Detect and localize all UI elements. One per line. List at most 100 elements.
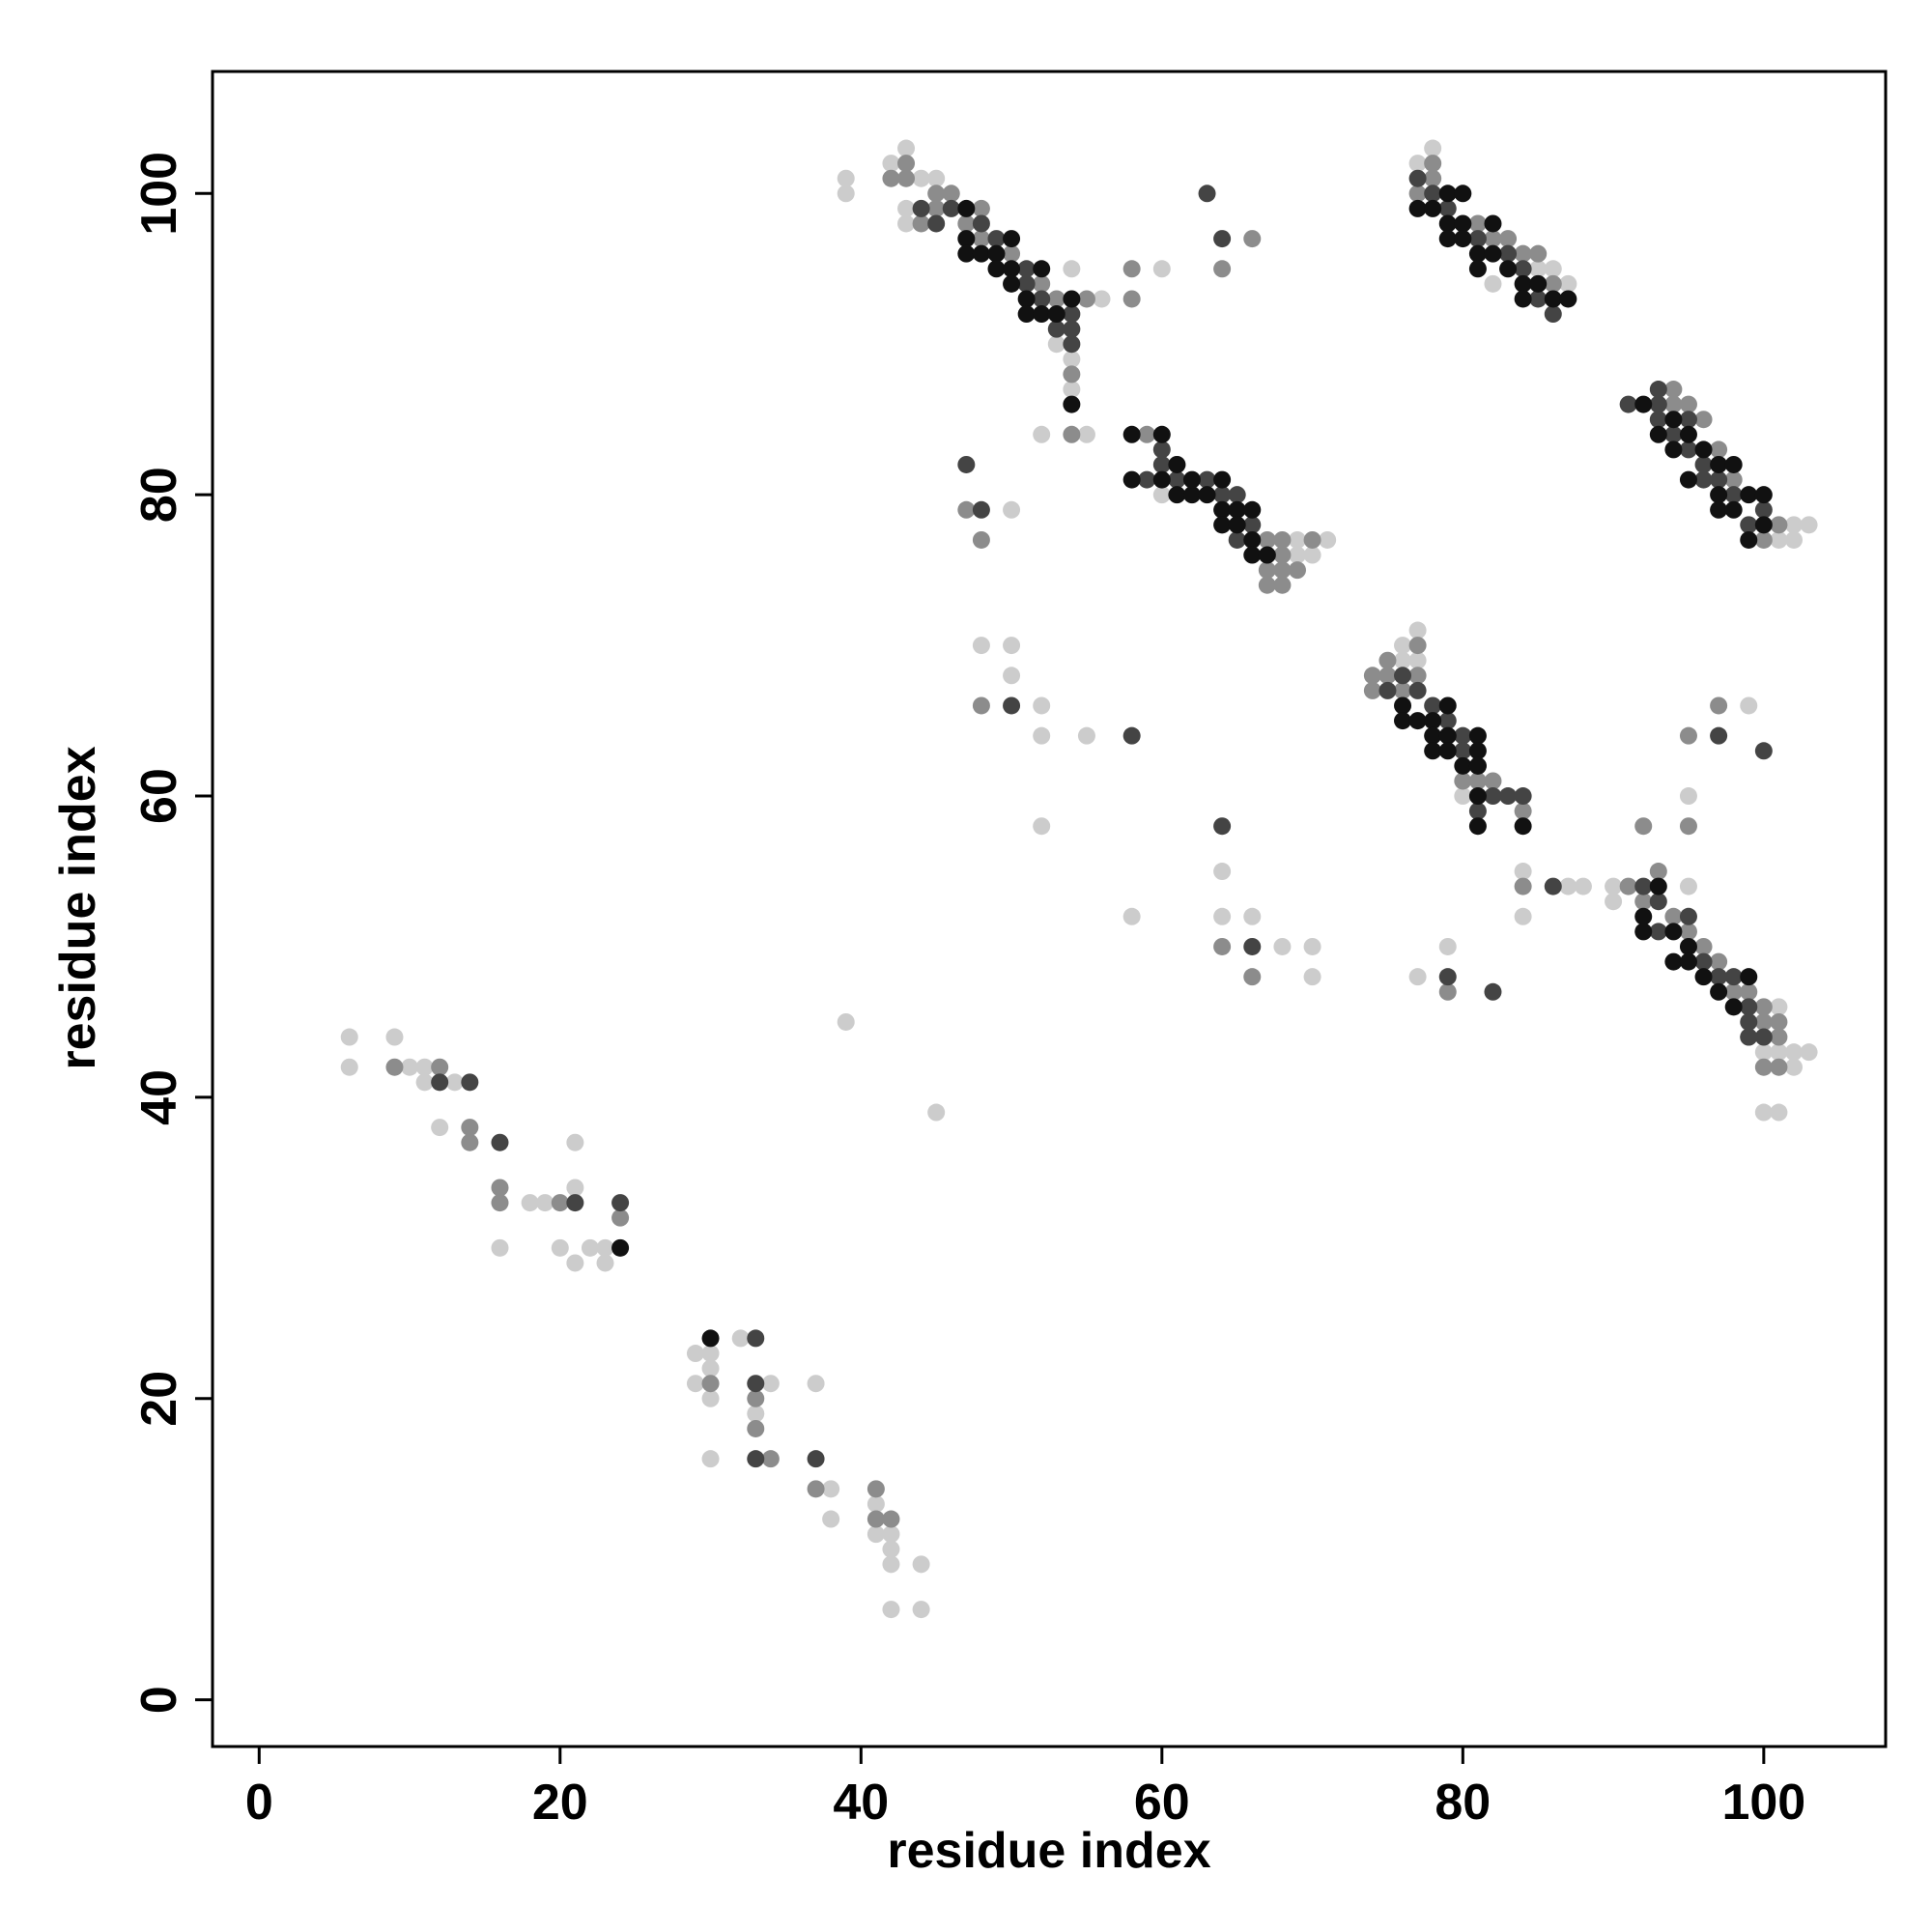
point xyxy=(1213,817,1232,836)
point xyxy=(1679,425,1697,443)
point xyxy=(1454,756,1472,775)
point xyxy=(1740,998,1758,1016)
point xyxy=(867,1525,885,1544)
point xyxy=(1003,274,1021,293)
point xyxy=(1438,968,1457,986)
point xyxy=(1063,260,1081,278)
point xyxy=(1514,787,1532,806)
point xyxy=(972,696,990,715)
point xyxy=(972,637,990,655)
point xyxy=(1152,425,1171,443)
point xyxy=(701,1375,720,1393)
point xyxy=(1438,937,1457,955)
point xyxy=(1273,561,1292,580)
point xyxy=(1424,726,1442,745)
point xyxy=(1152,455,1171,473)
point xyxy=(1679,817,1697,836)
point xyxy=(1724,486,1743,504)
plot-frame xyxy=(211,70,1888,1748)
point xyxy=(1664,923,1683,941)
point xyxy=(1770,1028,1788,1046)
point xyxy=(1649,877,1667,895)
point xyxy=(611,1238,630,1257)
point xyxy=(1784,1058,1803,1076)
point xyxy=(1754,516,1773,534)
point xyxy=(1454,772,1472,790)
point xyxy=(837,169,855,187)
point xyxy=(1258,530,1276,549)
point xyxy=(1454,230,1472,248)
point xyxy=(987,244,1006,263)
point xyxy=(1047,320,1065,338)
point xyxy=(1033,305,1051,324)
point xyxy=(1499,244,1518,263)
point xyxy=(912,1555,930,1574)
point xyxy=(1694,455,1713,473)
point xyxy=(1152,470,1171,489)
x-axis-label: residue index xyxy=(887,1823,1210,1879)
point xyxy=(1710,500,1728,519)
point xyxy=(1754,500,1773,519)
point xyxy=(1484,274,1502,293)
point xyxy=(927,199,946,217)
point xyxy=(1544,305,1562,324)
point xyxy=(1694,952,1713,971)
point xyxy=(1740,1012,1758,1031)
x-tick-label: 0 xyxy=(245,1775,273,1831)
point xyxy=(1634,817,1653,836)
point xyxy=(1468,742,1487,760)
point xyxy=(1544,877,1562,895)
point xyxy=(882,1525,900,1544)
point xyxy=(1634,877,1653,895)
point xyxy=(611,1194,630,1212)
point xyxy=(1664,907,1683,925)
point xyxy=(1424,742,1442,760)
point xyxy=(972,214,990,233)
point xyxy=(867,1494,885,1513)
point xyxy=(972,530,990,549)
point xyxy=(1063,290,1081,308)
point xyxy=(822,1480,840,1498)
point xyxy=(1408,169,1427,187)
point xyxy=(972,244,990,263)
point xyxy=(912,1601,930,1619)
point xyxy=(1213,260,1232,278)
point xyxy=(521,1194,539,1212)
point xyxy=(491,1179,509,1197)
point xyxy=(1710,440,1728,459)
point xyxy=(1754,998,1773,1016)
point xyxy=(1408,185,1427,203)
point xyxy=(1679,470,1697,489)
point xyxy=(551,1238,569,1257)
point xyxy=(415,1073,434,1092)
point xyxy=(1468,244,1487,263)
point xyxy=(867,1480,885,1498)
point xyxy=(1213,516,1232,534)
point xyxy=(1634,893,1653,911)
point xyxy=(1138,470,1156,489)
point xyxy=(987,230,1006,248)
point xyxy=(1634,923,1653,941)
point xyxy=(1679,411,1697,429)
point xyxy=(1213,470,1232,489)
point xyxy=(1724,470,1743,489)
point xyxy=(1468,214,1487,233)
point xyxy=(566,1133,584,1151)
point xyxy=(1168,455,1186,473)
point xyxy=(747,1419,765,1437)
point xyxy=(1784,516,1803,534)
point xyxy=(1468,772,1487,790)
point xyxy=(882,169,900,187)
point xyxy=(1514,817,1532,836)
point xyxy=(431,1119,449,1137)
point xyxy=(461,1073,479,1092)
point xyxy=(491,1194,509,1212)
point xyxy=(461,1133,479,1151)
point xyxy=(897,139,916,157)
point xyxy=(1198,185,1216,203)
point xyxy=(1484,982,1502,1001)
point xyxy=(1243,500,1262,519)
point xyxy=(1740,530,1758,549)
point xyxy=(957,199,976,217)
point xyxy=(747,1389,765,1407)
